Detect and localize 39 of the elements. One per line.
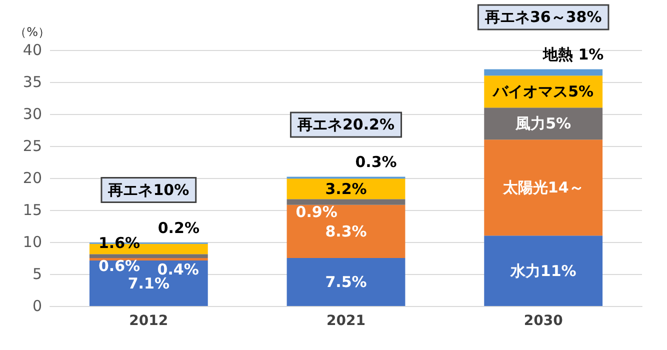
y-tick-label: 15 bbox=[22, 201, 42, 219]
x-tick-label: 2012 bbox=[129, 313, 168, 329]
bar bbox=[89, 258, 208, 261]
bar bbox=[286, 204, 406, 258]
y-tick-label: 20 bbox=[22, 169, 42, 187]
x-tick-label: 2021 bbox=[326, 313, 366, 329]
data-label: 地熱 1% bbox=[542, 46, 604, 64]
data-label: 3.2% bbox=[325, 180, 367, 198]
y-tick-label: 10 bbox=[22, 233, 42, 251]
bar bbox=[286, 199, 406, 205]
data-label: 風力5% bbox=[514, 114, 572, 133]
y-tick-label: 40 bbox=[22, 41, 42, 59]
bar bbox=[484, 140, 603, 236]
data-label: 0.9% bbox=[296, 203, 338, 221]
y-tick-label: 25 bbox=[22, 137, 42, 155]
bar bbox=[484, 69, 603, 76]
y-tick-label: 30 bbox=[22, 105, 42, 123]
data-label: 水力11% bbox=[509, 262, 576, 280]
bar bbox=[286, 178, 406, 200]
x-tick-label: 2030 bbox=[524, 313, 564, 329]
annotation: 再エネ20.2% bbox=[296, 116, 395, 134]
bar bbox=[484, 108, 603, 140]
data-label: バイオマス5% bbox=[492, 82, 594, 101]
y-tick-label: 5 bbox=[32, 265, 42, 283]
y-tick-label: 35 bbox=[22, 73, 42, 91]
bar bbox=[89, 254, 208, 258]
data-label: 7.5% bbox=[325, 273, 367, 291]
data-label: 0.2% bbox=[158, 219, 200, 238]
data-label: 8.3% bbox=[325, 222, 367, 240]
bar bbox=[286, 258, 406, 306]
y-tick-label: 0 bbox=[32, 297, 42, 315]
data-label: 太陽光14～ bbox=[502, 178, 584, 197]
bar bbox=[484, 236, 603, 306]
data-label: 0.3% bbox=[355, 153, 397, 172]
data-label: 1.6% bbox=[98, 234, 140, 252]
y-axis-title: （%） bbox=[14, 25, 50, 39]
data-label: 0.6% bbox=[98, 257, 140, 276]
annotation: 再エネ10% bbox=[107, 181, 190, 199]
annotation: 再エネ36～38% bbox=[484, 8, 602, 26]
